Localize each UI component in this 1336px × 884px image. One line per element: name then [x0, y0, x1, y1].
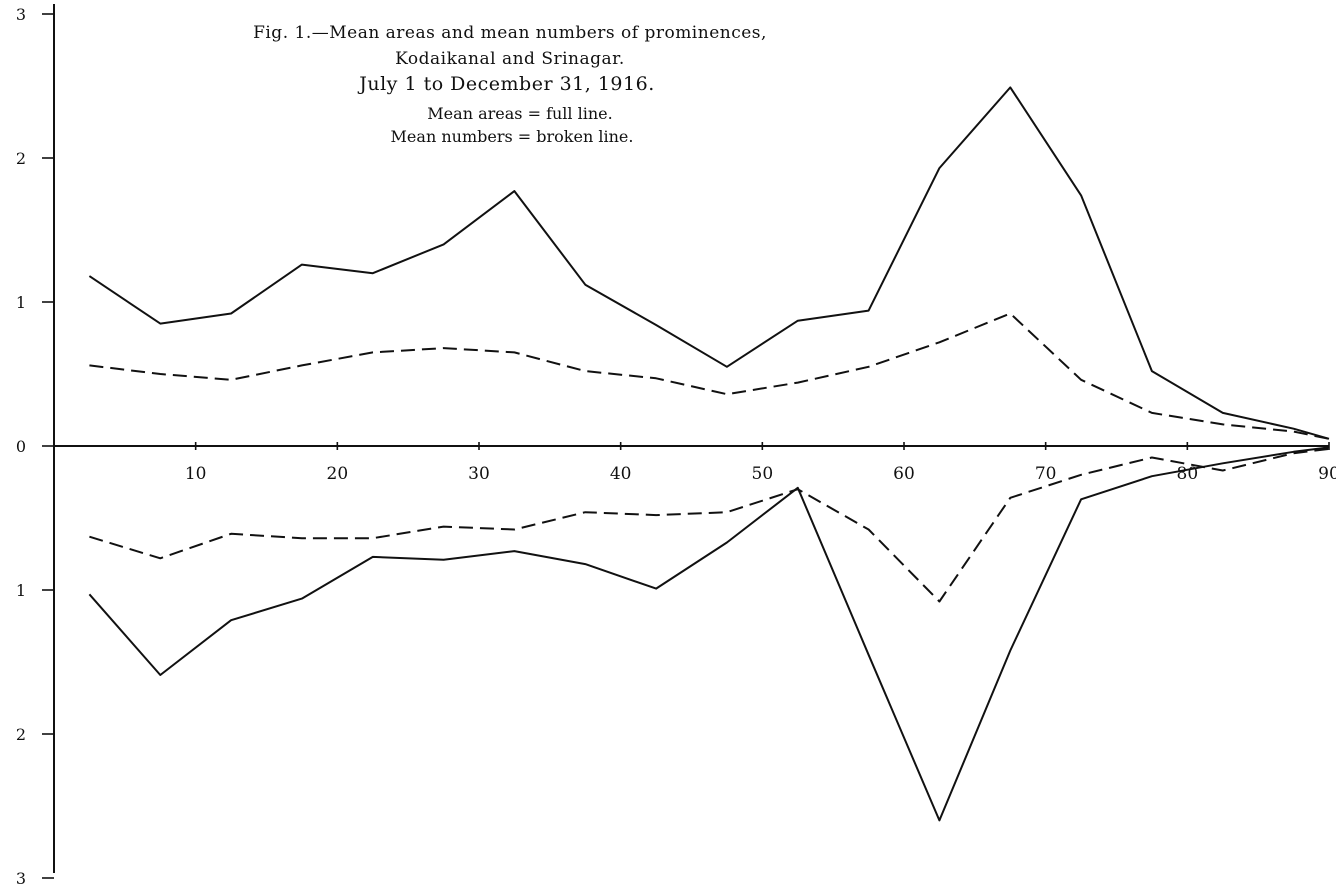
- chart-subtitle: Kodaikanal and Srinagar.: [395, 49, 625, 69]
- chart-period: July 1 to December 31, 1916.: [357, 73, 655, 95]
- x-tick-label-30: 30: [468, 464, 490, 484]
- y-upper-tick-label-2: 2: [16, 149, 26, 168]
- y-upper-tick-label-1: 1: [16, 293, 26, 312]
- upper-mean-numbers-broken-line: [89, 312, 1330, 440]
- y-lower-tick-label-3: 3: [16, 869, 26, 884]
- x-tick-label-70: 70: [1035, 464, 1057, 484]
- y-upper-tick-label-3: 3: [16, 5, 26, 24]
- x-tick-label-50: 50: [752, 464, 774, 484]
- y-upper-tick-label-0: 0: [16, 437, 26, 456]
- x-tick-label-90: 90: [1318, 464, 1336, 484]
- x-tick-label-40: 40: [610, 464, 632, 484]
- upper-mean-areas-full-line: [88, 86, 1330, 440]
- x-tick-label-20: 20: [327, 464, 349, 484]
- chart-title: Fig. 1.—Mean areas and mean numbers of p…: [253, 23, 767, 43]
- x-tick-label-80: 80: [1177, 464, 1199, 484]
- legend-full-line: Mean areas = full line.: [427, 104, 612, 123]
- lower-mean-areas-full-line: [88, 446, 1330, 822]
- chart-title-block: Fig. 1.—Mean areas and mean numbers of p…: [253, 23, 767, 146]
- x-tick-label-10: 10: [185, 464, 207, 484]
- legend-broken-line: Mean numbers = broken line.: [391, 127, 634, 146]
- y-lower-tick-label-2: 2: [16, 725, 26, 744]
- chart-series: [88, 86, 1330, 822]
- lower-mean-numbers-broken-line: [89, 447, 1330, 603]
- x-tick-label-60: 60: [893, 464, 915, 484]
- y-lower-tick-label-1: 1: [16, 581, 26, 600]
